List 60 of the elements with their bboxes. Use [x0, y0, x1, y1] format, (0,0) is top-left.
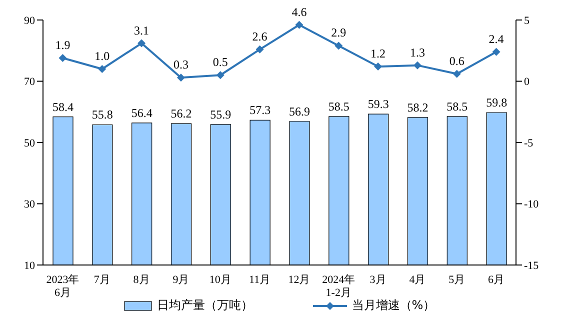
point [98, 65, 106, 73]
data-label: 1.0 [94, 49, 110, 63]
data-label: 2.9 [331, 26, 346, 40]
data-label: 3.1 [134, 23, 150, 38]
data-label: 58.5 [446, 99, 468, 114]
data-label: 56.2 [170, 106, 192, 121]
point [295, 20, 304, 29]
y2-tick-label: -5 [524, 137, 534, 150]
x-tick-label: 2023年 6月 [46, 274, 80, 299]
x-tick-label: 11月 [248, 274, 271, 286]
data-label: 58.5 [328, 99, 350, 114]
data-label: 58.2 [407, 100, 428, 114]
data-label: 55.8 [92, 108, 113, 122]
data-label: 57.3 [250, 103, 271, 118]
data-label: 1.3 [410, 45, 425, 60]
point [413, 61, 422, 70]
x-tick-label: 4月 [409, 274, 426, 286]
y2-tick-label: -10 [524, 198, 540, 211]
point [138, 39, 146, 48]
data-label: 59.8 [486, 95, 508, 110]
x-tick-label: 12月 [288, 274, 310, 286]
x-tick-label: 6月 [488, 274, 505, 286]
data-label: 0.6 [449, 54, 464, 68]
point [492, 48, 500, 56]
x-tick-label: 9月 [172, 274, 190, 286]
data-label: 1.2 [370, 46, 386, 61]
y-tick-label: 30 [24, 198, 36, 211]
x-tick-label: 2024年 1-2月 [322, 274, 356, 299]
point [334, 42, 343, 50]
data-label: 55.9 [210, 107, 232, 122]
data-label: 0.5 [212, 55, 228, 70]
x-tick-label: 3月 [370, 274, 386, 286]
y-tick-label: 70 [24, 76, 36, 88]
point [256, 45, 264, 54]
point [58, 54, 67, 62]
data-label: 1.9 [55, 38, 70, 52]
y2-tick-label: -15 [524, 260, 540, 272]
point [452, 70, 461, 78]
legend-label: 日均产量（万吨） [156, 297, 253, 314]
point [176, 74, 185, 82]
y-tick-label: 90 [24, 14, 36, 27]
data-label: 0.3 [173, 58, 188, 72]
data-label: 56.9 [289, 104, 310, 118]
y-tick-label: 50 [24, 137, 36, 150]
legend-label: 当月增速（%） [352, 297, 436, 314]
data-label: 4.6 [292, 4, 307, 19]
data-label: 58.4 [52, 100, 74, 114]
x-tick-label: 5月 [448, 274, 466, 286]
x-tick-label: 8月 [133, 274, 150, 286]
data-label: 56.4 [131, 106, 152, 120]
point [216, 71, 224, 80]
data-label: 2.4 [488, 32, 504, 46]
y2-tick-label: 5 [524, 14, 530, 27]
y2-tick-label: 0 [524, 76, 530, 88]
x-tick-label: 7月 [94, 274, 110, 286]
y-tick-label: 10 [24, 260, 36, 272]
point [374, 62, 382, 71]
data-label: 2.6 [252, 29, 268, 44]
data-label: 59.3 [368, 97, 389, 112]
x-tick-label: 10月 [209, 274, 232, 286]
